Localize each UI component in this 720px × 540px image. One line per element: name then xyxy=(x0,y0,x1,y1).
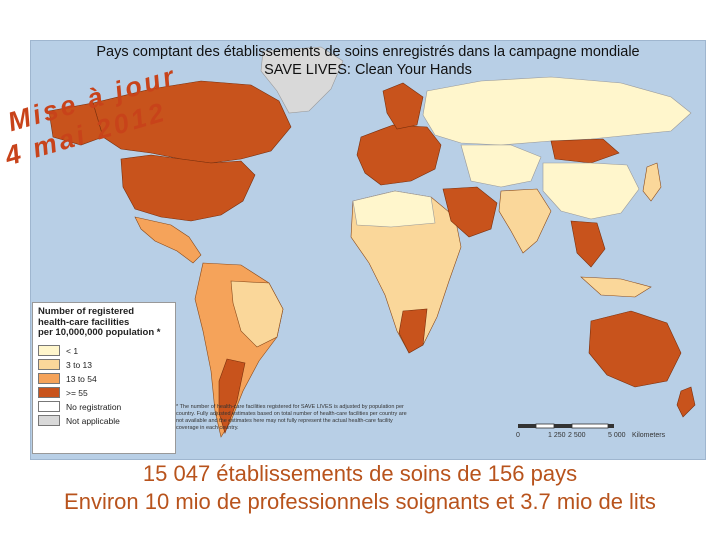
legend-title-line: health-care facilities xyxy=(38,316,130,328)
region-africa xyxy=(350,190,462,354)
region-russia xyxy=(422,76,692,146)
legend-label: 13 to 54 xyxy=(66,373,97,384)
legend-title-line: Number of registered xyxy=(38,306,135,317)
legend-item: < 1 xyxy=(38,344,170,358)
legend-label: No registration xyxy=(66,401,122,412)
legend-swatch xyxy=(38,415,60,426)
scale-segment xyxy=(554,424,572,428)
scale-segment xyxy=(518,424,536,428)
legend-swatch xyxy=(38,345,60,356)
region-mongolia xyxy=(550,138,620,164)
world-map: Pays comptant des établissements de soin… xyxy=(30,40,706,460)
map-title-line2: SAVE LIVES: Clean Your Hands xyxy=(264,62,472,78)
legend-label: 3 to 13 xyxy=(66,359,92,370)
region-alaska xyxy=(48,102,104,146)
legend-label: >= 55 xyxy=(66,387,88,398)
region-india xyxy=(498,188,552,254)
region-middle-east xyxy=(442,186,498,238)
region-new-zealand xyxy=(676,386,696,418)
map-title: Pays comptant des établissements de soin… xyxy=(31,43,705,79)
legend-title: Number of registered health-care facilit… xyxy=(38,306,170,339)
legend-swatch xyxy=(38,387,60,398)
region-australia xyxy=(588,310,682,388)
region-china xyxy=(542,162,640,220)
scale-segment xyxy=(535,423,555,429)
region-mexico xyxy=(134,216,202,264)
legend-footnote: * The number of health-care facilities r… xyxy=(176,404,407,431)
scale-unit-label: Kilometers xyxy=(632,432,666,439)
map-canvas xyxy=(48,46,696,438)
region-europe xyxy=(356,124,442,186)
scale-bar-graphic xyxy=(518,423,614,429)
region-indonesia xyxy=(580,276,652,298)
region-argentina xyxy=(218,358,246,434)
region-north-africa xyxy=(352,190,436,228)
scale-tick-label: 5 000 xyxy=(608,432,626,439)
legend-swatch xyxy=(38,359,60,370)
scale-segment xyxy=(608,424,614,428)
map-title-line1: Pays comptant des établissements de soin… xyxy=(96,44,640,60)
legend-label: Not applicable xyxy=(66,415,120,426)
legend-item: Not applicable xyxy=(38,414,170,428)
caption-facilities: 15 047 établissements de soins de 156 pa… xyxy=(142,461,578,486)
map-legend: Number of registered health-care facilit… xyxy=(32,302,176,454)
region-southern-africa xyxy=(398,308,428,354)
region-scandinavia xyxy=(382,82,424,130)
scale-tick-label: 1 250 xyxy=(548,432,566,439)
region-central-asia xyxy=(460,144,542,188)
legend-item: No registration xyxy=(38,400,170,414)
scale-bar: 0 1 250 2 500 5 000 Kilometers xyxy=(516,420,676,444)
legend-label: < 1 xyxy=(66,345,79,356)
legend-item: 13 to 54 xyxy=(38,372,170,386)
region-greenland xyxy=(260,46,344,114)
scale-tick-label: 2 500 xyxy=(568,432,586,439)
caption-professionals: Environ 10 mio de professionnels soignan… xyxy=(64,489,656,514)
legend-title-line: per 10,000,000 population * xyxy=(38,327,161,338)
region-japan xyxy=(642,162,662,202)
legend-item: >= 55 xyxy=(38,386,170,400)
region-usa xyxy=(120,154,256,222)
legend-item: 3 to 13 xyxy=(38,358,170,372)
scale-segment xyxy=(571,423,609,429)
region-canada xyxy=(92,80,292,164)
legend-swatch xyxy=(38,373,60,384)
region-brazil xyxy=(230,280,284,348)
region-se-asia xyxy=(570,220,606,268)
scale-tick-label: 0 xyxy=(516,432,520,439)
legend-swatch xyxy=(38,401,60,412)
